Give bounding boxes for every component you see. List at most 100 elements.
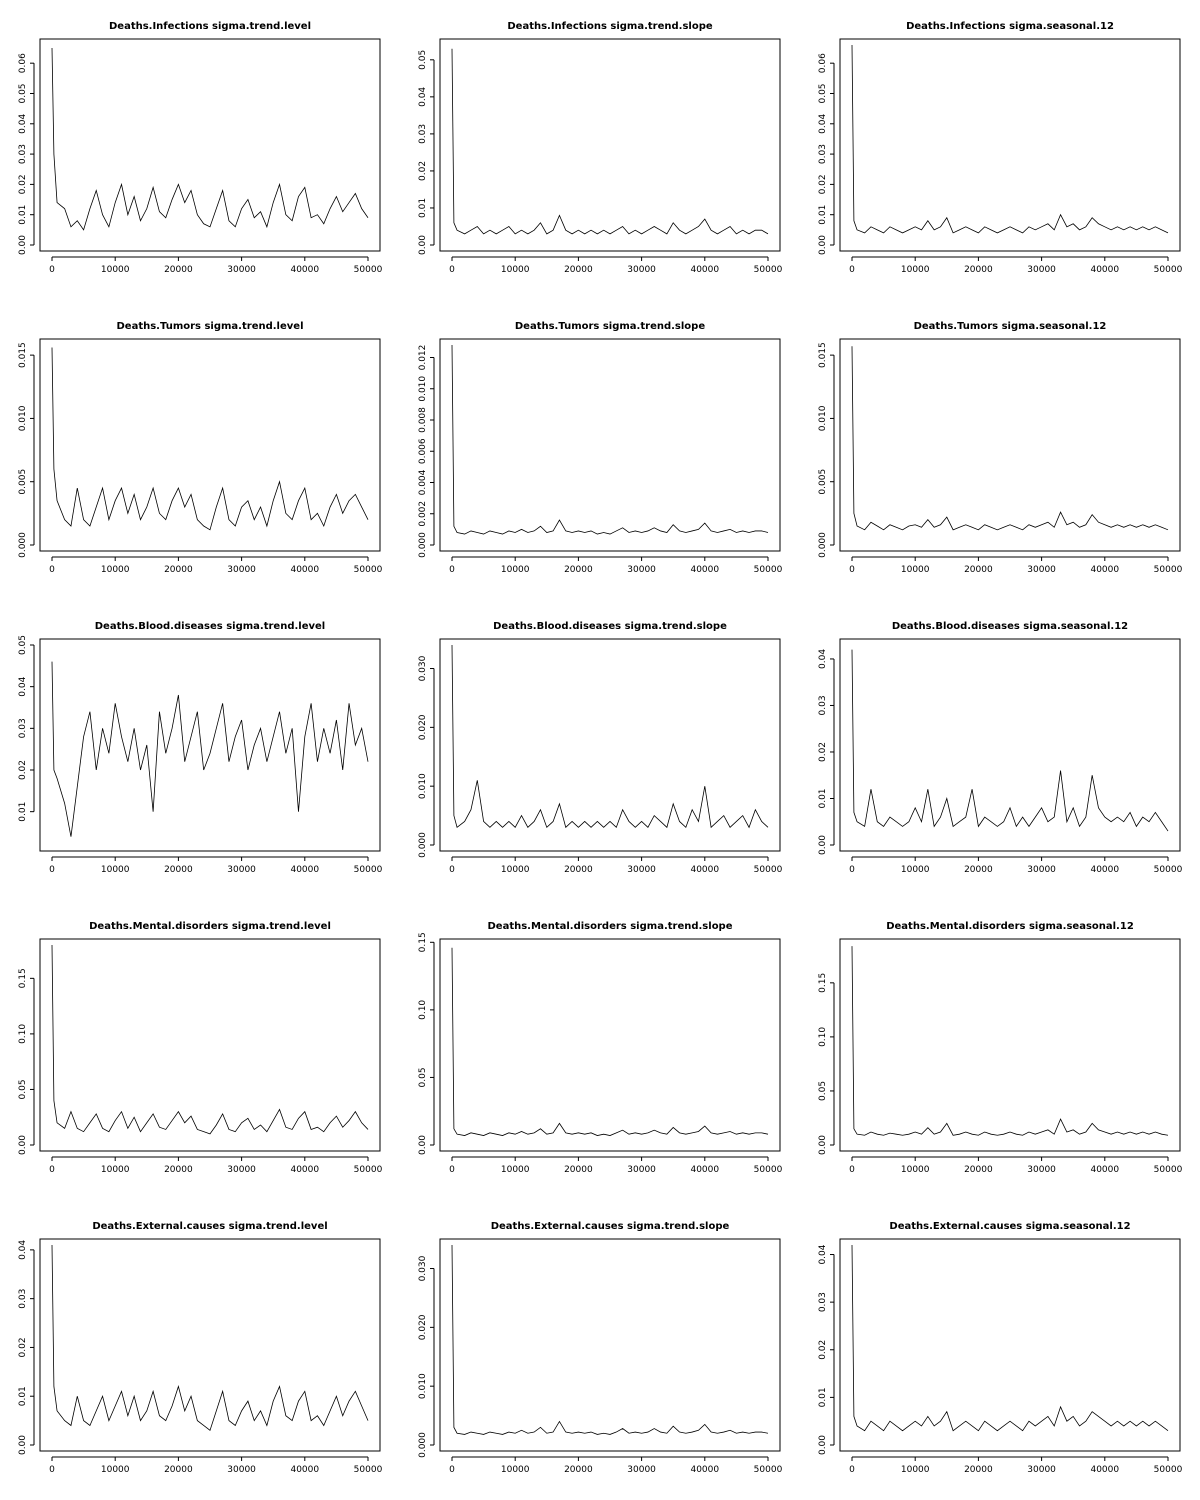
x-tick-label: 20000 <box>164 1165 193 1175</box>
y-tick-label: 0.030 <box>418 655 428 681</box>
x-tick-label: 40000 <box>690 265 719 275</box>
y-tick-label: 0.004 <box>418 469 428 495</box>
x-tick-label: 0 <box>849 865 855 875</box>
x-tick-label: 50000 <box>754 265 783 275</box>
series-line-1 <box>851 1244 1169 1432</box>
x-tick-label: 10000 <box>101 1165 130 1175</box>
chart-title: Deaths.External.causes sigma.seasonal.12 <box>889 1221 1130 1232</box>
x-tick-label: 10000 <box>101 865 130 875</box>
x-tick-label: 50000 <box>1154 265 1183 275</box>
x-tick-label: 20000 <box>564 865 593 875</box>
x-tick-label: 10000 <box>501 565 530 575</box>
y-tick-label: 0.010 <box>18 405 28 431</box>
y-tick-label: 0.005 <box>18 469 28 495</box>
x-tick-label: 0 <box>849 265 855 275</box>
plot-frame <box>839 938 1181 1152</box>
y-tick-label: 0.05 <box>18 83 28 103</box>
plot-frame <box>439 338 781 552</box>
y-tick-label: 0.010 <box>418 773 428 799</box>
x-tick-label: 10000 <box>501 865 530 875</box>
y-tick-label: 0.03 <box>18 1289 28 1309</box>
plot-frame <box>39 1238 381 1452</box>
y-tick-label: 0.01 <box>18 802 28 822</box>
trace-plot-7: Deaths.Blood.diseases sigma.trend.level 0… <box>18 621 383 875</box>
trace-plot-15: Deaths.External.causes sigma.seasonal.12… <box>818 1221 1183 1475</box>
series-line-1 <box>851 346 1169 531</box>
trace-plot-10: Deaths.Mental.disorders sigma.trend.leve… <box>18 921 383 1175</box>
trace-plot-9: Deaths.Blood.diseases sigma.seasonal.12 0… <box>818 621 1183 875</box>
plot-frame <box>839 338 1181 552</box>
chart-title: Deaths.Infections sigma.trend.level <box>109 21 311 32</box>
x-tick-label: 30000 <box>627 1165 656 1175</box>
y-tick-label: 0.02 <box>818 174 828 194</box>
plot-frame <box>839 1238 1181 1452</box>
x-tick-label: 0 <box>849 1165 855 1175</box>
x-tick-label: 10000 <box>101 1465 130 1475</box>
series-line-1 <box>851 649 1169 832</box>
x-tick-label: 40000 <box>1090 1165 1119 1175</box>
y-tick-label: 0.04 <box>818 649 828 669</box>
plot-frame <box>839 638 1181 852</box>
chart-title: Deaths.Infections sigma.seasonal.12 <box>906 21 1114 32</box>
x-tick-label: 40000 <box>290 565 319 575</box>
x-tick-label: 40000 <box>690 565 719 575</box>
x-tick-label: 50000 <box>754 565 783 575</box>
y-tick-label: 0.020 <box>418 1314 428 1340</box>
x-tick-label: 10000 <box>901 1465 930 1475</box>
trace-plot-4: Deaths.Tumors sigma.trend.level 0 10000 200… <box>18 321 383 575</box>
x-tick-label: 40000 <box>290 265 319 275</box>
x-tick-label: 10000 <box>901 265 930 275</box>
x-tick-label: 0 <box>449 1465 455 1475</box>
x-tick-label: 20000 <box>964 1465 993 1475</box>
chart-title: Deaths.Mental.disorders sigma.seasonal.1… <box>886 921 1134 932</box>
y-tick-label: 0.10 <box>418 1000 428 1020</box>
y-tick-label: 0.15 <box>418 932 428 952</box>
x-tick-label: 50000 <box>354 565 383 575</box>
y-tick-label: 0.00 <box>18 235 28 255</box>
plot-frame <box>39 638 381 852</box>
y-tick-label: 0.03 <box>418 124 428 144</box>
x-tick-label: 0 <box>49 1165 55 1175</box>
x-tick-label: 30000 <box>627 265 656 275</box>
series-line-1 <box>51 48 369 231</box>
x-tick-label: 0 <box>49 265 55 275</box>
x-tick-label: 50000 <box>354 1165 383 1175</box>
y-tick-label: 0.01 <box>18 205 28 225</box>
y-tick-label: 0.02 <box>818 1340 828 1360</box>
series-line-1 <box>51 661 369 837</box>
x-tick-label: 50000 <box>754 1165 783 1175</box>
series-line-1 <box>451 48 769 235</box>
plot-frame <box>39 38 381 252</box>
y-tick-label: 0.00 <box>418 235 428 255</box>
y-tick-label: 0.03 <box>818 695 828 715</box>
plot-frame <box>439 1238 781 1452</box>
x-tick-label: 10000 <box>901 865 930 875</box>
y-tick-label: 0.02 <box>18 1337 28 1357</box>
x-tick-label: 0 <box>849 565 855 575</box>
series-line-1 <box>51 347 369 531</box>
y-tick-label: 0.000 <box>18 532 28 558</box>
x-tick-label: 0 <box>849 1465 855 1475</box>
x-tick-label: 20000 <box>564 1165 593 1175</box>
chart-title: Deaths.Blood.diseases sigma.trend.slope <box>493 621 727 632</box>
x-tick-label: 10000 <box>501 1165 530 1175</box>
y-tick-label: 0.04 <box>18 113 28 133</box>
y-tick-label: 0.03 <box>818 144 828 164</box>
chart-title: Deaths.Blood.diseases sigma.trend.level <box>95 621 325 632</box>
y-tick-label: 0.05 <box>18 1079 28 1099</box>
chart-title: Deaths.Infections sigma.trend.slope <box>507 21 712 32</box>
y-tick-label: 0.01 <box>418 198 428 218</box>
x-tick-label: 50000 <box>354 265 383 275</box>
x-tick-label: 30000 <box>227 565 256 575</box>
x-tick-label: 20000 <box>964 265 993 275</box>
x-tick-label: 30000 <box>627 1465 656 1475</box>
y-tick-label: 0.15 <box>18 968 28 988</box>
x-tick-label: 20000 <box>164 565 193 575</box>
y-tick-label: 0.000 <box>418 1432 428 1458</box>
x-tick-label: 10000 <box>101 565 130 575</box>
trace-plot-5: Deaths.Tumors sigma.trend.slope 0 10000 200… <box>418 321 783 575</box>
x-tick-label: 50000 <box>754 865 783 875</box>
series-line-1 <box>451 344 769 535</box>
y-tick-label: 0.00 <box>418 1135 428 1155</box>
